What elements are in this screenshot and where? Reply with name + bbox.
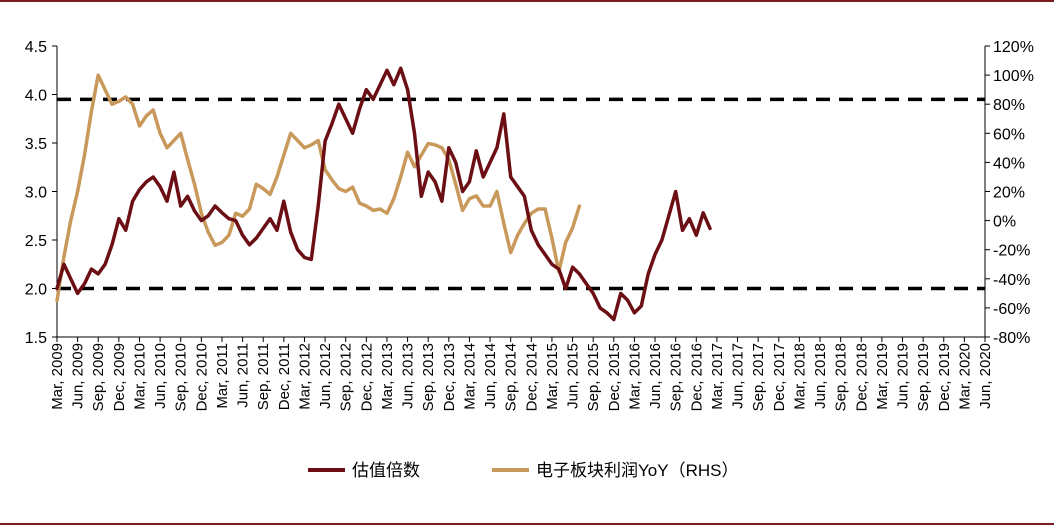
x-tick-label: Mar, 2015 — [544, 343, 561, 410]
x-tick-label: Sep, 2015 — [585, 343, 602, 411]
x-tick-label: Jun, 2017 — [730, 343, 747, 409]
x-tick-label: Sep, 2012 — [338, 343, 355, 411]
x-tick-label: Sep, 2019 — [915, 343, 932, 411]
x-tick-label: Mar, 2012 — [296, 343, 313, 410]
x-tick-label: Mar, 2016 — [626, 343, 643, 410]
x-tick-label: Jun, 2016 — [647, 343, 664, 409]
x-tick-label: Mar, 2014 — [461, 343, 478, 410]
x-tick-label: Mar, 2020 — [956, 343, 973, 410]
x-tick-label: Mar, 2019 — [874, 343, 891, 410]
x-tick-label: Sep, 2010 — [173, 343, 190, 411]
axes: 1.5 2.0 2.5 3.0 3.5 4.0 4.5 -80% -60% -40% -20% 0% 2… — [25, 39, 1034, 411]
x-tick-label: Jun, 2020 — [977, 343, 994, 409]
x-tick-label: Dec, 2019 — [936, 343, 953, 411]
x-tick-label: Jun, 2010 — [152, 343, 169, 409]
x-tick-label: Dec, 2012 — [358, 343, 375, 411]
right-tick-label: 100% — [993, 68, 1034, 85]
series-line-profit — [55, 73, 582, 303]
right-tick-label: 80% — [993, 97, 1025, 114]
right-tick-label: -20% — [993, 243, 1030, 260]
x-tick-label: Mar, 2011 — [214, 343, 231, 409]
right-tick-label: -40% — [993, 272, 1030, 289]
x-tick-label: Mar, 2013 — [379, 343, 396, 410]
x-tick-label: Mar, 2018 — [791, 343, 808, 410]
x-tick-label: Mar, 2017 — [709, 343, 726, 410]
left-tick-label: 4.5 — [25, 39, 47, 56]
right-tick-label: 0% — [993, 214, 1016, 231]
series-line-valuation — [55, 66, 712, 322]
legend-label-valuation: 估值倍数 — [352, 461, 420, 480]
left-tick-label: 3.0 — [25, 185, 47, 202]
x-tick-label: Mar, 2009 — [49, 343, 66, 410]
x-tick-label: Sep, 2013 — [420, 343, 437, 411]
right-tick-label: 40% — [993, 155, 1025, 172]
left-tick-label: 2.5 — [25, 233, 47, 250]
legend-label-profit: 电子板块利润YoY（RHS） — [536, 461, 738, 480]
x-tick-label: Sep, 2017 — [750, 343, 767, 411]
x-tick-label: Sep, 2011 — [255, 343, 272, 410]
right-tick-label: 120% — [993, 39, 1034, 56]
x-tick-label: Sep, 2016 — [668, 343, 685, 411]
x-tick-label: Jun, 2018 — [812, 343, 829, 409]
right-tick-label: 20% — [993, 185, 1025, 202]
right-tick-label: -80% — [993, 330, 1030, 347]
x-tick-label: Dec, 2011 — [276, 343, 293, 410]
x-tick-label: Sep, 2014 — [503, 343, 520, 411]
x-tick-label: Jun, 2013 — [400, 343, 417, 409]
x-tick-label: Dec, 2013 — [441, 343, 458, 411]
x-tick-label: Dec, 2015 — [606, 343, 623, 411]
x-tick-label: Jun, 2014 — [482, 343, 499, 409]
left-tick-label: 3.5 — [25, 136, 47, 153]
series-layer — [55, 66, 712, 322]
x-tick-label: Mar, 2010 — [131, 343, 148, 410]
x-tick-label: Sep, 2009 — [90, 343, 107, 411]
legend: 估值倍数 电子板块利润YoY（RHS） — [308, 461, 738, 480]
x-tick-label: Dec, 2010 — [193, 343, 210, 411]
left-tick-label: 2.0 — [25, 282, 47, 299]
x-tick-label: Dec, 2016 — [688, 343, 705, 411]
x-tick-label: Dec, 2009 — [111, 343, 128, 411]
right-tick-label: -60% — [993, 301, 1030, 318]
x-tick-label: Jun, 2012 — [317, 343, 334, 409]
left-tick-label: 4.0 — [25, 88, 47, 105]
x-tick-label: Dec, 2017 — [771, 343, 788, 411]
x-tick-label: Jun, 2015 — [565, 343, 582, 409]
left-tick-label: 1.5 — [25, 330, 47, 347]
right-tick-label: 60% — [993, 126, 1025, 143]
x-tick-label: Jun, 2019 — [895, 343, 912, 409]
x-tick-label: Dec, 2018 — [853, 343, 870, 411]
x-tick-label: Jun, 2009 — [70, 343, 87, 409]
reference-lines — [57, 97, 985, 291]
x-tick-label: Dec, 2014 — [523, 343, 540, 411]
x-tick-label: Sep, 2018 — [833, 343, 850, 411]
x-tick-label: Jun, 2011 — [235, 343, 252, 408]
